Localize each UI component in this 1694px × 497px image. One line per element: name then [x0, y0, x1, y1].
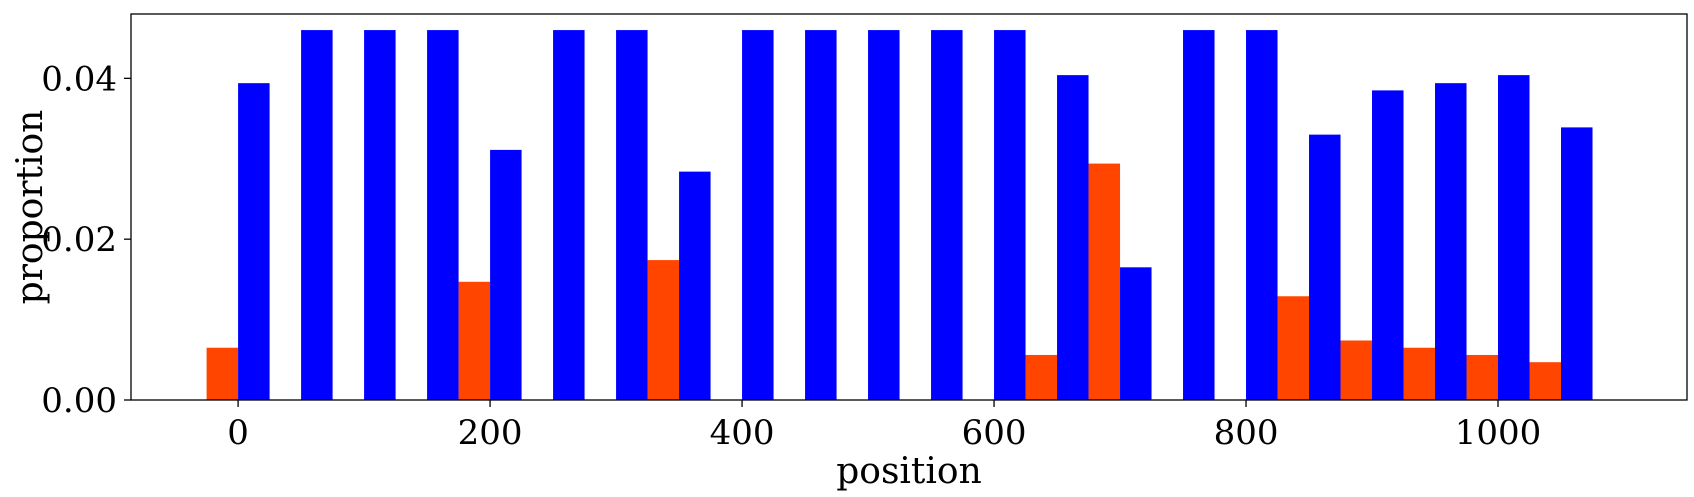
x-axis-label: position [836, 451, 982, 492]
blue-bar-700 [1120, 267, 1152, 400]
red-bar-700 [1088, 163, 1121, 400]
blue-bar-1000 [1498, 75, 1530, 401]
blue-bar-350 [679, 171, 711, 400]
red-bar-900 [1340, 340, 1373, 400]
blue-bar-150 [427, 30, 459, 401]
blue-bar-300 [616, 30, 648, 401]
blue-bar-450 [805, 30, 837, 401]
blue-bar-0 [238, 83, 270, 400]
y-tick-label-1: 0.02 [41, 220, 117, 260]
x-tick-label-400: 400 [710, 413, 775, 453]
x-axis-ticks: 0 200 400 600 800 1000 [227, 400, 1541, 453]
blue-bar-1050 [1561, 127, 1593, 400]
y-axis-ticks: 0.00 0.02 0.04 [41, 59, 131, 421]
red-bar-950 [1403, 347, 1436, 400]
blue-bar-100 [364, 30, 396, 401]
blue-bar-900 [1372, 90, 1404, 401]
blue-bar-200 [490, 149, 522, 400]
blue-bar-400 [742, 30, 774, 401]
red-bar-1000 [1466, 354, 1499, 400]
blue-bar-650 [1057, 75, 1089, 401]
x-tick-label-600: 600 [962, 413, 1027, 453]
red-bar-1050 [1529, 362, 1562, 400]
red-bar-650 [1025, 354, 1058, 400]
red-series-bars [206, 163, 1562, 400]
x-tick-label-200: 200 [458, 413, 523, 453]
blue-bar-500 [868, 30, 900, 401]
red-bar-0 [206, 347, 239, 400]
blue-bar-800 [1246, 30, 1278, 401]
blue-bar-850 [1309, 134, 1341, 401]
y-axis-label: proportion [10, 110, 51, 305]
blue-series-bars [238, 30, 1593, 401]
blue-bar-950 [1435, 83, 1467, 400]
x-tick-label-0: 0 [227, 413, 249, 453]
x-tick-label-800: 800 [1214, 413, 1279, 453]
blue-bar-250 [553, 30, 585, 401]
red-bar-850 [1277, 296, 1310, 400]
x-tick-label-1000: 1000 [1455, 413, 1542, 453]
y-tick-label-0: 0.00 [41, 381, 117, 421]
plot-frame [130, 13, 1688, 401]
y-tick-label-2: 0.04 [41, 59, 117, 99]
red-bar-350 [647, 260, 680, 400]
blue-bar-550 [931, 30, 963, 401]
blue-bar-750 [1183, 30, 1215, 401]
red-bar-200 [458, 281, 491, 400]
blue-bar-50 [301, 30, 333, 401]
blue-bar-600 [994, 30, 1026, 401]
